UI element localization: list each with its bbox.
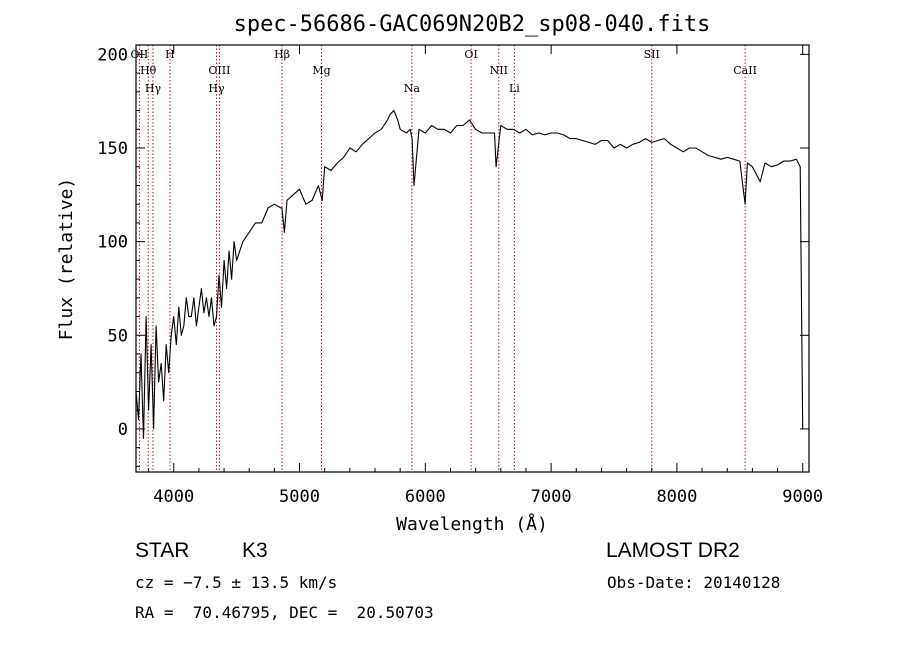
spectral-line-label-1: Hθ xyxy=(140,64,157,77)
spectral-line-label-3: H xyxy=(165,48,175,61)
x-tick-label-1: 5000 xyxy=(279,487,320,507)
spectral-line-label-2: Hγ xyxy=(145,82,162,95)
spectral-line-label-4: OIII xyxy=(208,64,230,77)
y-axis-label: Flux (relative) xyxy=(56,178,77,341)
spectral-line-label-7: Mg xyxy=(312,64,330,77)
object-subclass: K3 xyxy=(242,539,268,562)
spectral-line-label-12: SII xyxy=(644,48,660,61)
spectral-line-label-9: OI xyxy=(464,48,477,61)
chart-title: spec-56686-GAC069N20B2_sp08-040.fits xyxy=(234,12,711,37)
y-tick-label-3: 150 xyxy=(97,139,128,159)
spectral-line-label-5: Hγ xyxy=(208,82,225,95)
x-axis-label: Wavelength (Å) xyxy=(396,513,548,535)
y-tick-label-0: 0 xyxy=(118,420,128,440)
x-tick-label-2: 6000 xyxy=(405,487,446,507)
y-tick-label-1: 50 xyxy=(108,326,128,346)
plot-frame xyxy=(135,44,810,473)
x-tick-label-4: 8000 xyxy=(656,487,697,507)
x-tick-label-3: 7000 xyxy=(531,487,572,507)
spectral-line-label-10: NII xyxy=(490,64,508,77)
spectral-line-label-11: Li xyxy=(509,82,520,95)
coordinates-text: RA = 70.46795, DEC = 20.50703 xyxy=(135,603,434,622)
spectral-line-label-6: Hβ xyxy=(274,48,290,61)
ticks-layer: 4000 5000 6000 7000 8000 9000 0 50 100 150 200 xyxy=(97,45,823,507)
velocity-text: cz = −7.5 ± 13.5 km/s xyxy=(135,573,338,592)
object-class: STAR xyxy=(135,539,190,562)
spectral-line-label-13: CaII xyxy=(733,64,757,77)
survey-name: LAMOST DR2 xyxy=(606,539,740,562)
y-tick-label-2: 100 xyxy=(97,233,128,253)
obs-date: Obs-Date: 20140128 xyxy=(607,573,781,592)
series-line-0 xyxy=(135,109,804,439)
spectral-line-label-8: Na xyxy=(404,82,421,95)
x-tick-label-0: 4000 xyxy=(153,487,194,507)
y-tick-label-4: 200 xyxy=(97,45,128,65)
x-tick-label-5: 9000 xyxy=(782,487,823,507)
series-layer xyxy=(135,109,804,439)
